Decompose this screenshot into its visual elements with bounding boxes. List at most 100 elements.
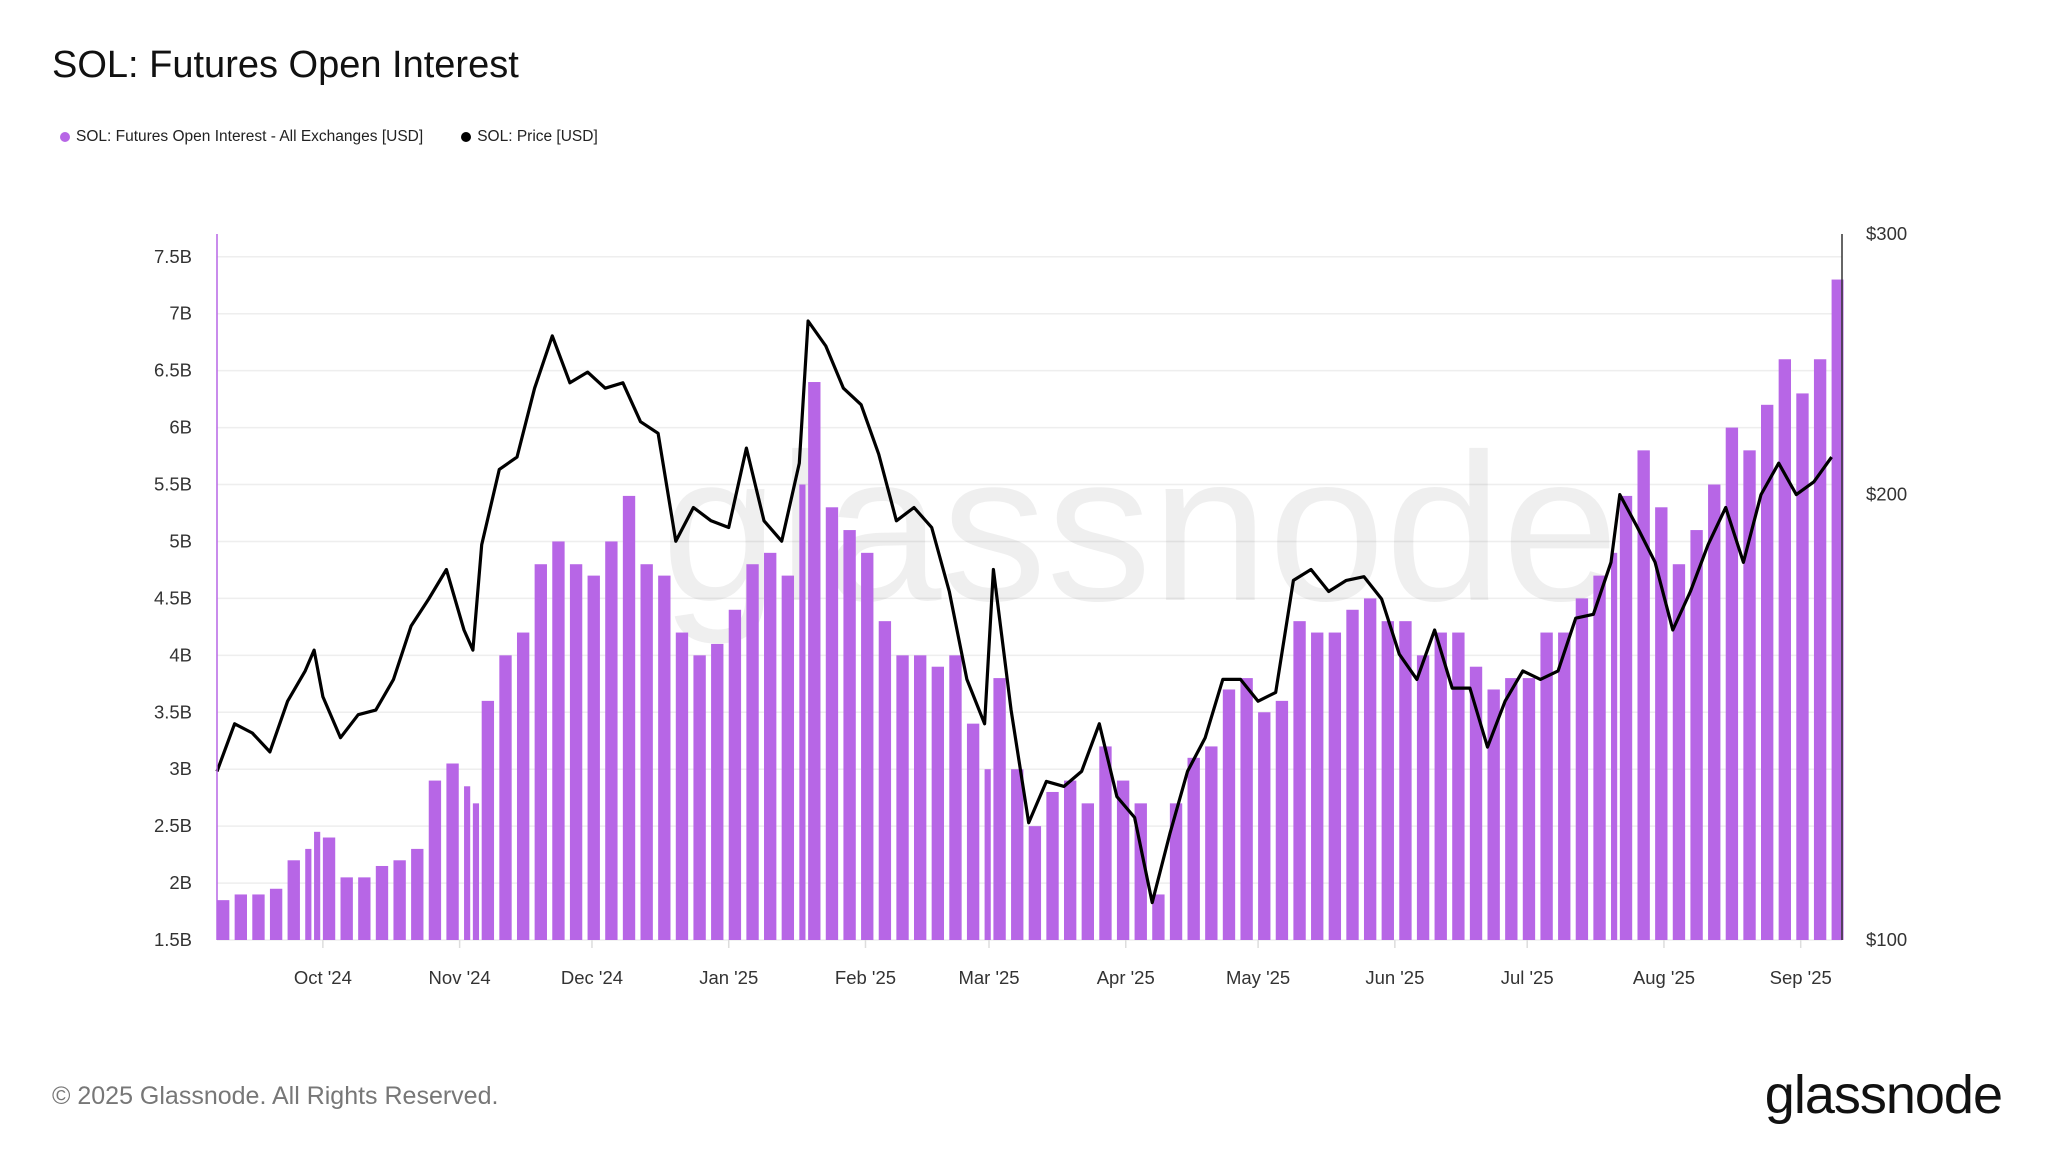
open-interest-bar: [1743, 450, 1756, 940]
copyright: © 2025 Glassnode. All Rights Reserved.: [52, 1082, 499, 1110]
open-interest-bar: [587, 575, 600, 940]
y-left-tick-label: 5.5B: [154, 474, 192, 495]
x-tick-label: Jan '25: [699, 967, 758, 988]
open-interest-bar: [1593, 575, 1606, 940]
x-tick-label: Aug '25: [1633, 967, 1695, 988]
open-interest-bar: [552, 541, 565, 940]
open-interest-bar: [1028, 826, 1042, 940]
open-interest-bar: [825, 507, 839, 940]
open-interest-bar: [1434, 632, 1447, 940]
x-tick-label: Jun '25: [1365, 967, 1424, 988]
open-interest-bar: [1575, 598, 1589, 940]
open-interest-bar: [984, 769, 991, 940]
open-interest-bar: [322, 837, 336, 940]
open-interest-bar: [1258, 712, 1271, 940]
open-interest-bar: [1813, 359, 1827, 940]
open-interest-bar: [1311, 632, 1324, 940]
open-interest-bar: [481, 700, 495, 940]
open-interest-bar: [993, 678, 1006, 940]
open-interest-bar: [340, 877, 353, 940]
open-interest-bar: [1099, 746, 1112, 940]
open-interest-bar: [1708, 484, 1721, 940]
open-interest-bar: [896, 655, 909, 940]
open-interest-bar: [472, 803, 480, 940]
open-interest-bar: [1522, 678, 1536, 940]
open-interest-bar: [966, 723, 980, 940]
open-interest-bar: [1152, 894, 1165, 940]
open-interest-bar: [1558, 632, 1571, 940]
open-interest-bar: [1611, 552, 1618, 940]
open-interest-bar: [728, 609, 742, 940]
legend-label: SOL: Price [USD]: [477, 128, 598, 145]
open-interest-bar: [605, 541, 618, 940]
x-tick-label: Nov '24: [429, 967, 491, 988]
legend-dot-icon: [461, 132, 472, 142]
open-interest-bar: [1540, 632, 1553, 940]
y-right-tick-label: $300: [1866, 223, 1907, 244]
y-left-tick-label: 7B: [169, 303, 192, 324]
glassnode-logo[interactable]: glassnode: [1764, 1065, 2003, 1125]
x-tick-label: Mar '25: [958, 967, 1019, 988]
open-interest-bar: [861, 552, 874, 940]
open-interest-bar: [1505, 678, 1518, 940]
open-interest-bar: [393, 860, 406, 940]
price-line: [215, 319, 1833, 905]
open-interest-bar: [534, 564, 547, 940]
open-interest-bar: [675, 632, 689, 940]
legend: SOL: Futures Open Interest - All Exchang…: [60, 128, 598, 146]
y-left-tick-label: 6B: [169, 417, 192, 438]
open-interest-bar: [446, 763, 459, 940]
open-interest-bar: [569, 564, 583, 940]
open-interest-bar: [411, 848, 424, 940]
open-interest-bar: [314, 831, 321, 940]
open-interest-bar: [799, 484, 806, 940]
open-interest-bar: [234, 894, 247, 940]
open-interest-bar: [808, 382, 821, 941]
open-interest-bar: [1831, 279, 1844, 940]
open-interest-bar: [1381, 621, 1394, 940]
y-left-tick-label: 3.5B: [154, 701, 192, 722]
open-interest-bar: [358, 877, 371, 940]
open-interest-bar: [1240, 678, 1253, 940]
open-interest-bar: [252, 894, 265, 940]
open-interest-bar: [1293, 621, 1306, 940]
x-tick-label: Jul '25: [1501, 967, 1554, 988]
open-interest-bar: [1116, 780, 1130, 940]
x-tick-label: Dec '24: [561, 967, 623, 988]
open-interest-bar: [1363, 598, 1377, 940]
open-interest-bar: [640, 564, 653, 940]
open-interest-bar: [1487, 689, 1500, 940]
x-tick-label: Oct '24: [294, 967, 352, 988]
open-interest-bar: [1416, 655, 1430, 940]
y-left-tick-label: 6.5B: [154, 360, 192, 381]
open-interest-bar: [1637, 450, 1650, 940]
open-interest-bar: [914, 655, 927, 940]
chart-title: SOL: Futures Open Interest: [52, 44, 519, 86]
open-interest-bar: [1081, 803, 1094, 940]
open-interest-bar: [287, 860, 300, 940]
legend-label: SOL: Futures Open Interest - All Exchang…: [76, 128, 424, 145]
open-interest-bar: [1169, 803, 1183, 940]
open-interest-bar: [428, 780, 442, 940]
open-interest-bar: [269, 888, 283, 940]
x-tick-label: May '25: [1226, 967, 1290, 988]
legend-item-price[interactable]: SOL: Price [USD]: [461, 128, 598, 146]
open-interest-bar: [781, 575, 795, 940]
open-interest-bar: [1619, 495, 1633, 940]
x-tick-label: Apr '25: [1097, 967, 1155, 988]
legend-item-open-interest[interactable]: SOL: Futures Open Interest - All Exchang…: [60, 128, 423, 146]
open-interest-bar: [464, 786, 471, 940]
open-interest-bar: [711, 643, 724, 940]
open-interest-bar: [1469, 666, 1483, 940]
y-left-tick-label: 7.5B: [154, 246, 192, 267]
open-interest-bar: [1796, 393, 1809, 941]
x-tick-label: Sep '25: [1770, 967, 1832, 988]
y-left-tick-label: 5B: [169, 530, 192, 551]
open-interest-bar: [516, 632, 530, 940]
open-interest-bar: [693, 655, 706, 940]
open-interest-bar: [1778, 359, 1792, 940]
open-interest-bar: [622, 495, 636, 940]
open-interest-bar: [1275, 700, 1289, 940]
open-interest-bar: [1063, 780, 1077, 940]
